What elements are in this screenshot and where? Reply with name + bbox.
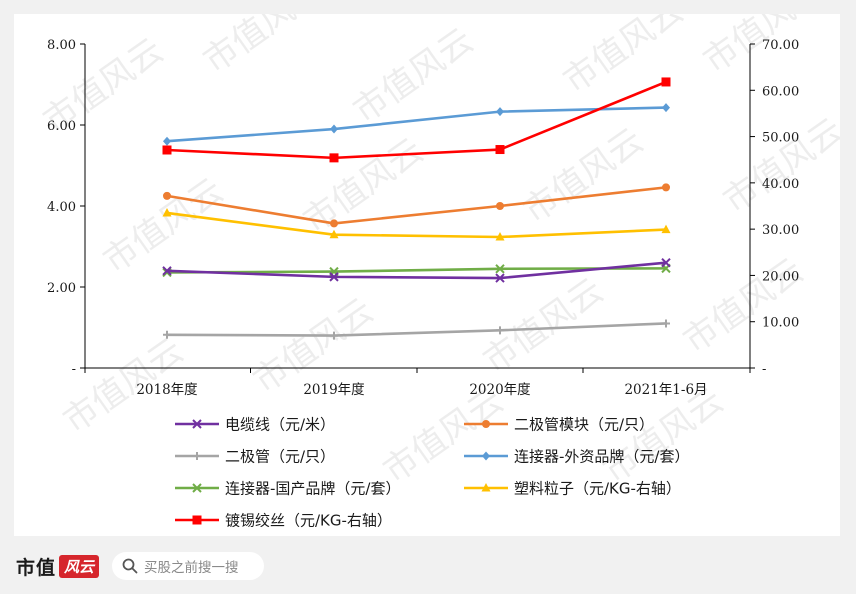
series-1: [163, 183, 670, 228]
right-axis-tick-label: 30.00: [762, 223, 799, 238]
legend-item: 塑料粒子（元/KG-右轴）: [464, 480, 681, 498]
data-point: [495, 273, 505, 283]
watermark-text: 市值风云: [296, 131, 430, 242]
data-point: [162, 145, 172, 155]
watermark-text: 市值风云: [96, 171, 230, 282]
legend-item: 连接器-国产品牌（元/套）: [175, 480, 400, 498]
footer-bar: 市值 风云 买股之前搜一搜: [0, 540, 856, 594]
series-layer: [162, 77, 671, 340]
data-point: [662, 183, 670, 192]
series-line: [166, 211, 667, 239]
legend-label: 连接器-国产品牌（元/套）: [225, 480, 400, 498]
series-line: [166, 261, 667, 280]
left-axis-tick-label: 6.00: [47, 119, 76, 134]
right-axis-tick-label: 40.00: [762, 177, 799, 192]
watermark-text: 市值风云: [556, 14, 690, 101]
data-point: [330, 124, 338, 134]
left-axis-tick-label: 2.00: [47, 281, 76, 296]
legend-item: 镀锡绞丝（元/KG-右轴）: [175, 512, 392, 530]
data-point: [661, 257, 671, 268]
x-axis-category-label: 2021年1-6月: [624, 382, 707, 398]
legend-item: 二极管模块（元/只）: [464, 416, 654, 434]
series-0: [162, 257, 671, 283]
series-2: [163, 319, 670, 340]
left-axis-tick-label: 4.00: [47, 200, 76, 215]
legend: 电缆线（元/米） 二极管模块（元/只） 二极管（元/只） 连接器-外资品牌（元/套） 连…: [175, 416, 689, 530]
data-point: [329, 229, 339, 239]
data-point: [163, 136, 171, 146]
legend-label: 镀锡绞丝（元/KG-右轴）: [225, 512, 392, 530]
data-point: [661, 224, 671, 234]
data-point: [662, 103, 670, 113]
right-axis-tick-label: 20.00: [762, 269, 799, 284]
search-input[interactable]: 买股之前搜一搜: [112, 552, 264, 580]
axes-layer: - 2.00 4.00 6.00 8.00 - 10.00 20.00 30.00 40.00 50…: [47, 38, 799, 398]
search-placeholder: 买股之前搜一搜: [144, 560, 239, 576]
data-point: [496, 202, 504, 210]
series-line: [166, 186, 667, 225]
watermark-text: 市值风云: [196, 14, 330, 81]
series-line: [166, 322, 667, 337]
data-point: [495, 264, 505, 274]
data-point: [482, 451, 490, 461]
data-point: [162, 266, 172, 276]
data-point: [496, 326, 504, 335]
data-point: [495, 145, 505, 155]
data-point: [661, 77, 671, 87]
series-3: [163, 103, 670, 146]
data-point: [192, 515, 202, 525]
legend-item: 电缆线（元/米）: [175, 416, 335, 434]
legend-item: 连接器-外资品牌（元/套）: [464, 448, 689, 466]
data-point: [481, 483, 491, 492]
series-6: [162, 77, 671, 163]
right-axis-tick-label: 10.00: [762, 316, 799, 331]
brand-logo[interactable]: 市值 风云: [16, 553, 100, 579]
search-icon: [122, 558, 138, 574]
legend-label: 二极管模块（元/只）: [514, 416, 654, 434]
right-axis-tick-label: 60.00: [762, 84, 799, 99]
chart-card: 市值风云 市值风云 市值风云 市值风云 市值风云 市值风云 市值风云 市值风云 市值风云 市值风云…: [14, 14, 840, 536]
right-axis-tick-label: -: [762, 362, 766, 377]
data-point: [662, 319, 670, 328]
series-line: [166, 267, 667, 274]
data-point: [329, 272, 339, 282]
x-axis-category-label: 2019年度: [303, 382, 364, 398]
watermark-text: 市值风云: [516, 121, 650, 232]
left-axis-tick-label: -: [72, 362, 76, 377]
legend-label: 二极管（元/只）: [225, 448, 335, 466]
legend-label: 塑料粒子（元/KG-右轴）: [514, 480, 681, 498]
left-axis-tick-label: 8.00: [47, 38, 76, 53]
data-point: [329, 153, 339, 163]
legend-item: 二极管（元/只）: [175, 448, 335, 466]
right-axis-tick-label: 70.00: [762, 38, 799, 53]
watermark-text: 市值风云: [676, 251, 810, 362]
right-axis-tick-label: 50.00: [762, 131, 799, 146]
watermark-text: 市值风云: [716, 111, 840, 222]
data-point: [163, 330, 171, 339]
data-point: [496, 107, 504, 117]
brand-name: 市值: [16, 556, 57, 579]
data-point: [330, 331, 338, 340]
data-point: [482, 420, 490, 428]
data-point: [193, 452, 201, 460]
brand-badge: 风云: [59, 554, 100, 578]
x-axis-category-label: 2020年度: [469, 382, 530, 398]
data-point: [192, 419, 202, 429]
data-point: [330, 219, 338, 228]
x-axis-category-label: 2018年度: [136, 382, 197, 398]
legend-label: 电缆线（元/米）: [225, 416, 335, 434]
legend-label: 连接器-外资品牌（元/套）: [514, 448, 689, 466]
data-point: [162, 207, 172, 217]
series-line: [166, 80, 667, 160]
series-line: [166, 106, 667, 143]
data-point: [192, 483, 202, 493]
series-5: [162, 207, 671, 241]
data-point: [495, 232, 505, 241]
data-point: [163, 191, 171, 200]
